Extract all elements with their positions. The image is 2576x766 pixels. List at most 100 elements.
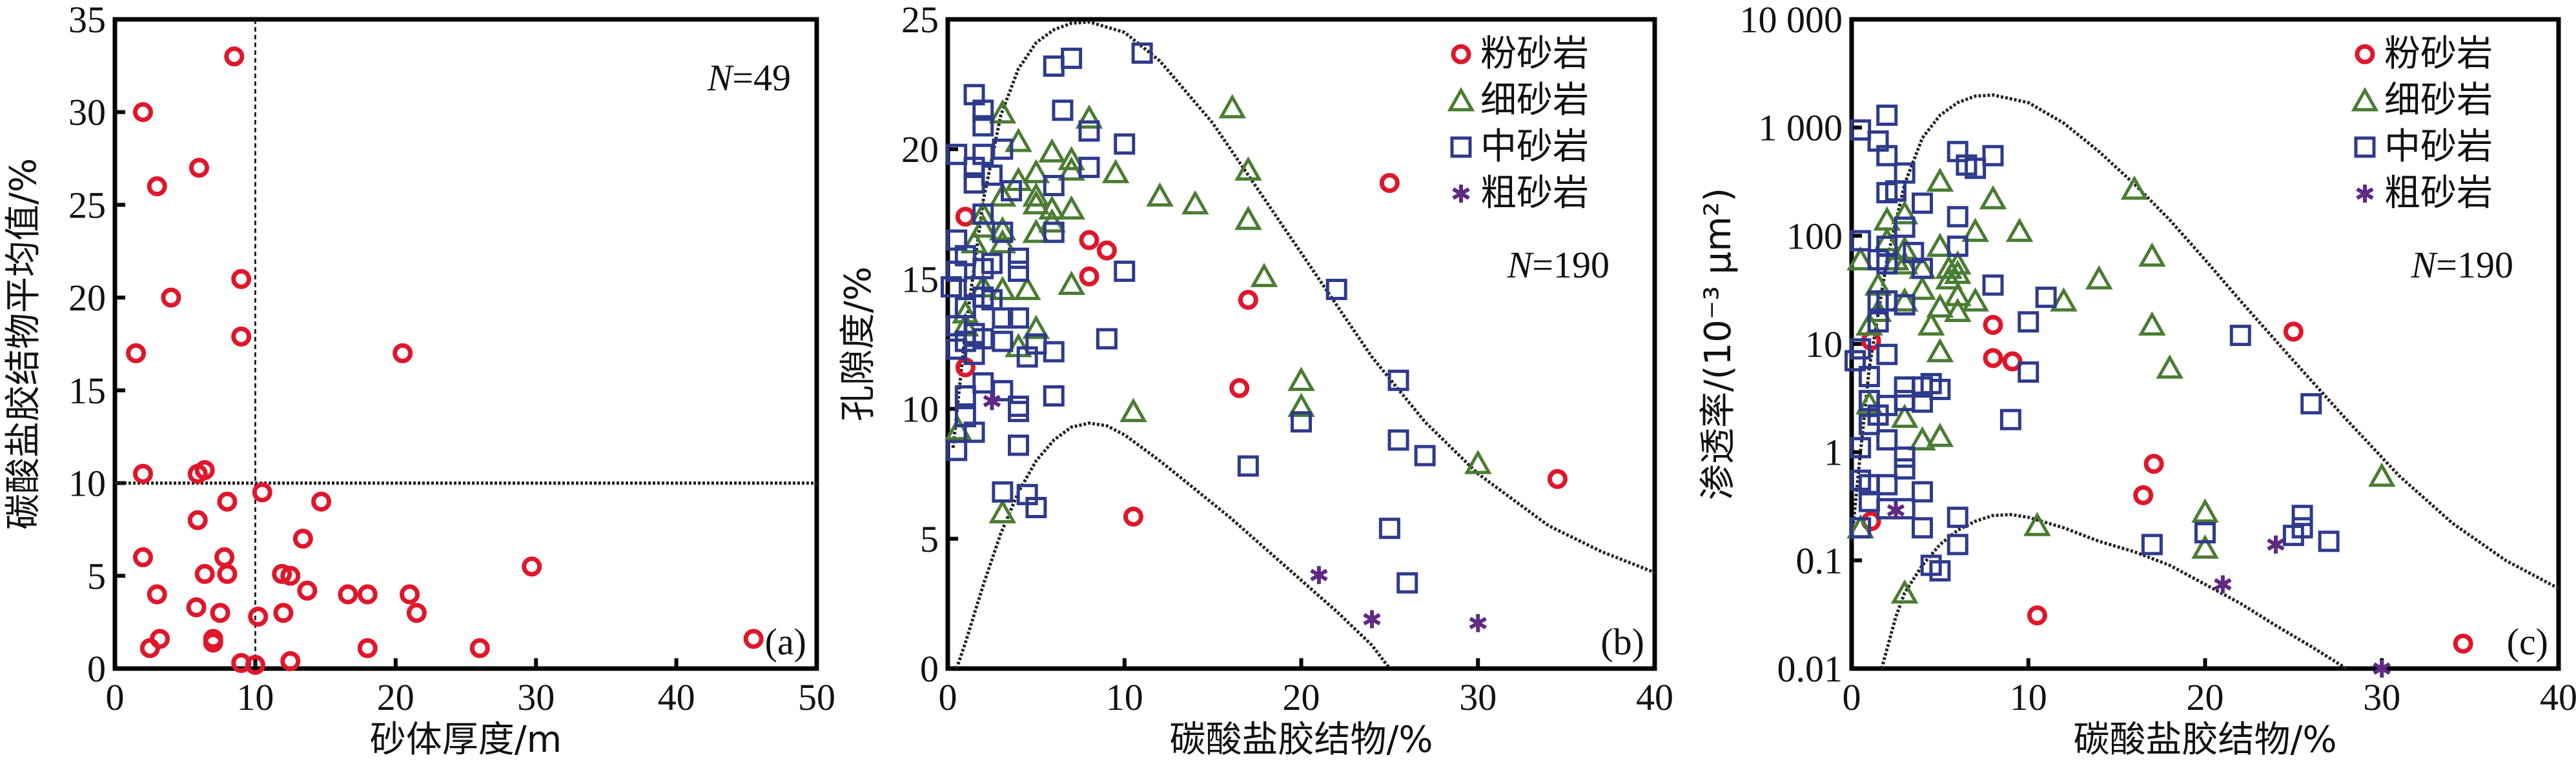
envelope-curve-lower — [1880, 512, 2347, 670]
panel-a-porosity-vs-thickness: 0 10 20 30 40 50 0 5 10 15 20 25 30 35 砂体厚度/m 碳酸盐胶结物平均值… — [3, 0, 835, 761]
data-point — [393, 343, 413, 363]
data-point — [1038, 138, 1066, 163]
data-point — [231, 327, 252, 347]
data-point — [1844, 350, 1866, 372]
y-axis-label: 碳酸盐胶结物平均值/% — [3, 158, 45, 530]
data-point — [2120, 175, 2149, 200]
asterisk-stroke — [1886, 504, 1905, 517]
data-point — [1943, 281, 1972, 307]
asterisk-stroke — [2356, 187, 2374, 200]
x-tick-label: 10 — [2010, 676, 2047, 718]
data-point — [2141, 534, 2163, 556]
legend-label: 粗砂岩 — [1480, 172, 1589, 214]
data-point — [1022, 159, 1050, 183]
data-point — [2291, 505, 2313, 527]
data-point — [1943, 297, 1972, 323]
data-point — [2300, 393, 2322, 415]
legend-label: 中砂岩 — [2384, 126, 2493, 168]
data-point — [1912, 517, 1933, 539]
y-tick-label: 10 000 — [1740, 0, 1843, 41]
data-point — [272, 563, 292, 584]
data-point — [1038, 208, 1066, 233]
x-tick-label: 0 — [1843, 676, 1861, 718]
data-point — [1058, 270, 1085, 295]
data-point — [1982, 274, 2004, 296]
data-point — [1008, 260, 1029, 282]
data-point — [311, 491, 332, 512]
data-point — [217, 491, 238, 512]
data-point — [1008, 307, 1029, 329]
legend-marker-fine — [1447, 86, 1475, 112]
sample-count-value: =49 — [732, 57, 791, 99]
data-point — [297, 580, 318, 601]
data-point — [1043, 385, 1065, 407]
data-point — [1850, 338, 1872, 360]
data-point — [1008, 434, 1029, 456]
data-point — [273, 603, 294, 623]
data-point — [972, 372, 994, 394]
data-point — [1079, 266, 1099, 287]
x-tick-label: 10 — [1106, 676, 1143, 718]
y-tick-label: 20 — [901, 128, 939, 170]
data-point — [2453, 633, 2473, 654]
x-axis-label: 碳酸盐胶结物/% — [2073, 719, 2336, 761]
y-tick-label: 100 — [1786, 215, 1843, 257]
data-point — [1238, 290, 1258, 310]
data-point — [1131, 42, 1153, 64]
data-point — [1469, 614, 1487, 632]
data-point — [147, 176, 167, 197]
data-point — [139, 638, 160, 658]
data-point — [1058, 195, 1085, 220]
data-point — [1999, 408, 2021, 430]
data-point — [1038, 195, 1066, 220]
data-point — [1078, 156, 1100, 178]
data-point — [1908, 426, 1936, 451]
x-tick-label: 0 — [939, 676, 957, 718]
data-point — [2229, 325, 2251, 347]
data-point — [1325, 278, 1347, 300]
legend-label: 中砂岩 — [1480, 126, 1589, 168]
data-point — [972, 99, 994, 121]
data-point — [992, 379, 1014, 401]
data-point — [186, 597, 207, 618]
data-point — [1379, 173, 1400, 194]
data-point — [2191, 534, 2219, 559]
data-point — [1291, 411, 1312, 433]
data-point — [1181, 190, 1209, 215]
data-point — [132, 463, 153, 484]
data-point — [248, 607, 269, 627]
panel-label: (a) — [765, 621, 806, 663]
y-tick-label: 0 — [87, 648, 106, 690]
data-point — [2191, 498, 2219, 523]
data-point — [1926, 338, 1954, 363]
data-point — [1075, 104, 1103, 129]
y-tick-label: 30 — [68, 92, 106, 134]
data-point — [1387, 369, 1409, 391]
data-point — [992, 307, 1014, 329]
legend-marker-silt — [1451, 44, 1471, 65]
y-tick-label: 10 — [1805, 323, 1843, 365]
data-point — [1926, 293, 1954, 318]
data-point — [1101, 159, 1130, 183]
data-point — [1310, 566, 1328, 585]
asterisk-stroke — [2214, 578, 2232, 591]
data-point — [1983, 348, 2003, 368]
data-point — [161, 287, 181, 308]
data-point — [189, 157, 209, 178]
data-point — [1894, 294, 1916, 316]
data-point — [2035, 287, 2057, 308]
data-point — [400, 584, 420, 605]
sample-count-symbol: N — [1507, 244, 1535, 286]
data-point — [1947, 507, 1968, 529]
series-silt — [1861, 314, 2473, 654]
data-point — [963, 172, 985, 194]
sample-count-symbol: N — [707, 57, 735, 99]
data-point — [1894, 376, 1916, 398]
data-point — [2050, 287, 2078, 312]
x-tick-label: 40 — [2540, 676, 2576, 718]
legend-label: 细砂岩 — [1480, 79, 1589, 121]
asterisk-stroke — [1310, 569, 1328, 581]
data-point — [1876, 429, 1898, 451]
data-point — [946, 143, 968, 165]
